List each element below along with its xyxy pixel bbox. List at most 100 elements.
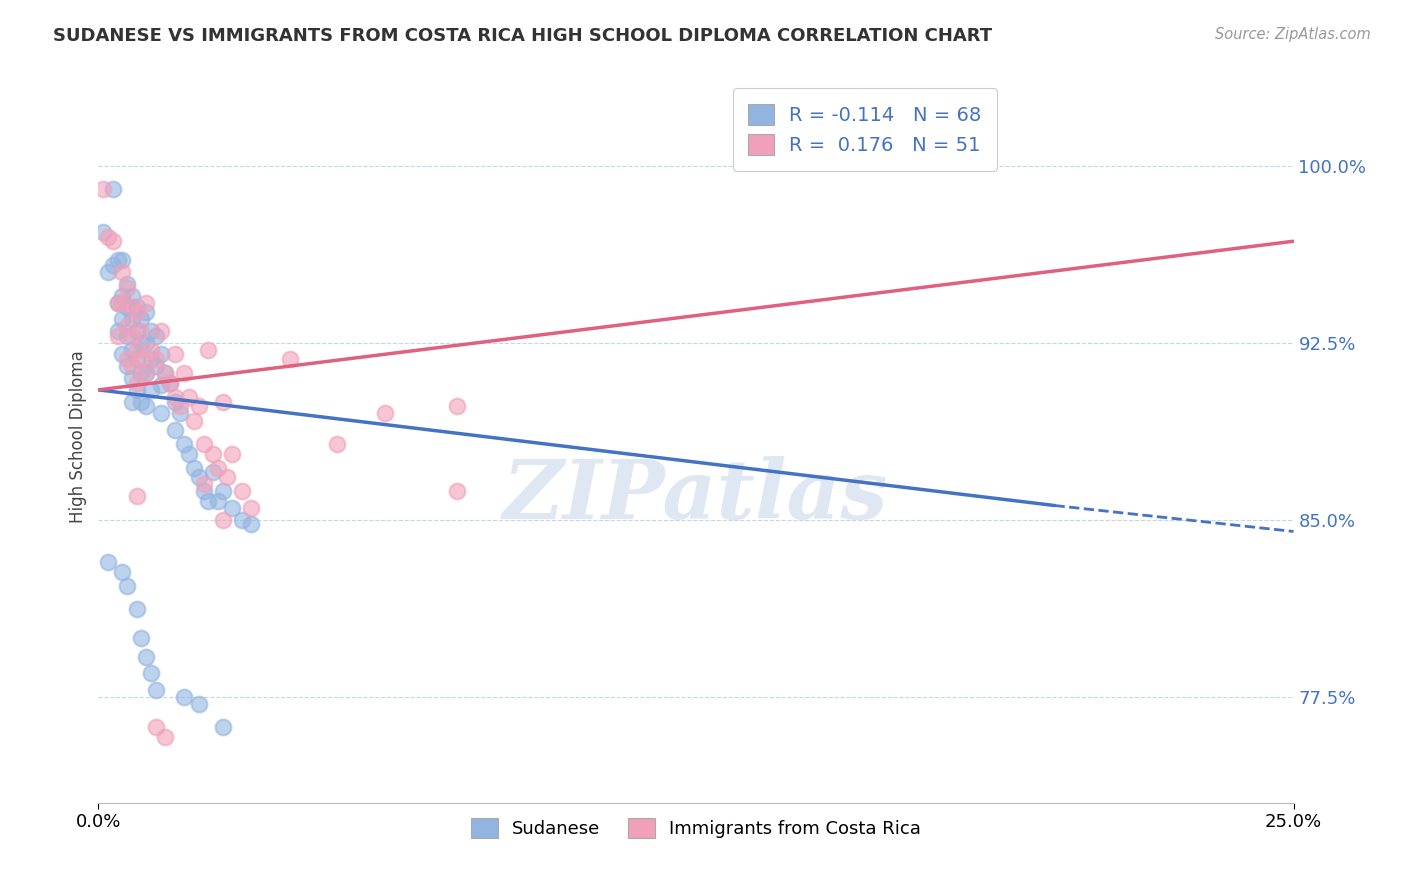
Point xyxy=(326,437,349,451)
Point xyxy=(131,367,153,381)
Point xyxy=(145,352,167,367)
Point xyxy=(97,229,120,244)
Point xyxy=(231,484,253,499)
Point xyxy=(135,649,157,664)
Point xyxy=(217,470,239,484)
Point xyxy=(135,367,157,381)
Point xyxy=(139,352,162,367)
Point xyxy=(135,295,157,310)
Point xyxy=(240,517,263,532)
Text: ZIPatlas: ZIPatlas xyxy=(503,456,889,535)
Point xyxy=(107,324,129,338)
Point xyxy=(115,319,138,334)
Point xyxy=(149,378,172,392)
Point xyxy=(125,343,148,357)
Point xyxy=(125,489,148,503)
Point xyxy=(135,305,157,319)
Point xyxy=(155,367,177,381)
Point xyxy=(101,258,124,272)
Point xyxy=(139,343,162,357)
Point xyxy=(221,447,243,461)
Point xyxy=(155,730,177,744)
Point xyxy=(169,400,191,414)
Point xyxy=(125,602,148,616)
Point xyxy=(121,301,143,315)
Point xyxy=(131,352,153,367)
Point xyxy=(278,352,301,367)
Point xyxy=(97,555,120,569)
Point xyxy=(135,400,157,414)
Point xyxy=(163,423,186,437)
Point xyxy=(131,631,153,645)
Point xyxy=(211,513,233,527)
Point xyxy=(207,493,229,508)
Point xyxy=(111,565,134,579)
Point xyxy=(163,390,186,404)
Point xyxy=(159,376,181,390)
Point xyxy=(211,394,233,409)
Point xyxy=(135,335,157,350)
Point xyxy=(240,500,263,515)
Point xyxy=(159,376,181,390)
Point xyxy=(173,437,195,451)
Point xyxy=(211,484,233,499)
Text: Source: ZipAtlas.com: Source: ZipAtlas.com xyxy=(1215,27,1371,42)
Point xyxy=(149,407,172,421)
Point xyxy=(125,305,148,319)
Point xyxy=(115,281,138,295)
Point xyxy=(187,400,209,414)
Point xyxy=(193,484,215,499)
Point xyxy=(125,376,148,390)
Point xyxy=(145,328,167,343)
Point xyxy=(91,182,114,196)
Point xyxy=(149,347,172,361)
Point xyxy=(125,352,148,367)
Point xyxy=(115,301,138,315)
Point xyxy=(97,265,120,279)
Point xyxy=(121,312,143,326)
Point xyxy=(121,288,143,302)
Point xyxy=(145,720,167,734)
Point xyxy=(107,295,129,310)
Point xyxy=(193,477,215,491)
Point xyxy=(101,182,124,196)
Point xyxy=(111,347,134,361)
Point xyxy=(139,383,162,397)
Point xyxy=(187,697,209,711)
Point xyxy=(131,394,153,409)
Point xyxy=(211,720,233,734)
Point xyxy=(202,447,225,461)
Point xyxy=(111,312,134,326)
Point xyxy=(163,347,186,361)
Point xyxy=(121,328,143,343)
Y-axis label: High School Diploma: High School Diploma xyxy=(69,351,87,524)
Point xyxy=(107,253,129,268)
Point xyxy=(446,400,468,414)
Point xyxy=(115,328,138,343)
Point xyxy=(115,352,138,367)
Point xyxy=(111,253,134,268)
Point xyxy=(131,335,153,350)
Point xyxy=(193,437,215,451)
Point xyxy=(121,394,143,409)
Point xyxy=(131,324,153,338)
Legend: Sudanese, Immigrants from Costa Rica: Sudanese, Immigrants from Costa Rica xyxy=(464,811,928,845)
Point xyxy=(121,371,143,385)
Point xyxy=(155,367,177,381)
Point xyxy=(139,666,162,681)
Text: SUDANESE VS IMMIGRANTS FROM COSTA RICA HIGH SCHOOL DIPLOMA CORRELATION CHART: SUDANESE VS IMMIGRANTS FROM COSTA RICA H… xyxy=(53,27,993,45)
Point xyxy=(125,301,148,315)
Point xyxy=(179,447,201,461)
Point xyxy=(169,407,191,421)
Point xyxy=(125,324,148,338)
Point xyxy=(207,460,229,475)
Point xyxy=(91,225,114,239)
Point xyxy=(121,343,143,357)
Point xyxy=(115,277,138,291)
Point xyxy=(111,288,134,302)
Point xyxy=(374,407,396,421)
Point xyxy=(131,312,153,326)
Point xyxy=(115,579,138,593)
Point xyxy=(179,390,201,404)
Point xyxy=(145,359,167,374)
